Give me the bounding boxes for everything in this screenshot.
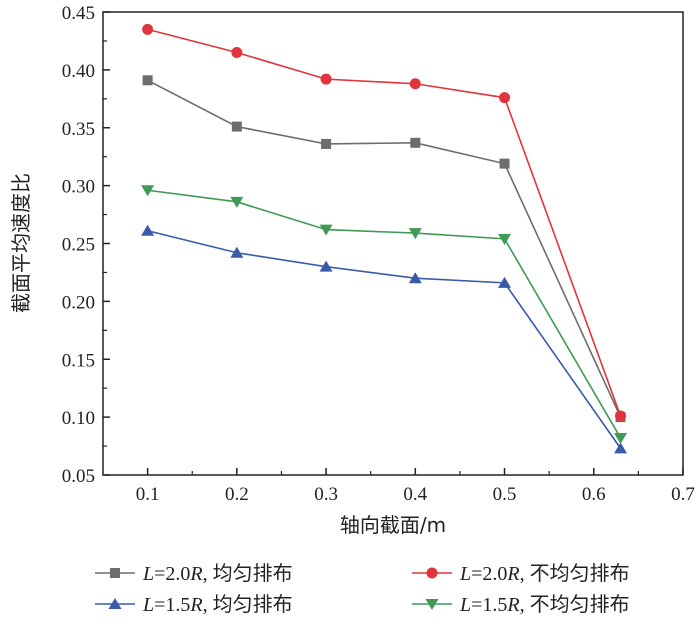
x-tick-label: 0.6 — [582, 484, 606, 505]
series-2 — [141, 224, 628, 454]
data-point — [499, 92, 511, 104]
legend-label-part: , 均匀排布 — [203, 593, 293, 616]
legend-label-part: R — [506, 563, 519, 585]
legend-label-part: R — [189, 594, 202, 616]
legend-label-part: =1.5 — [154, 594, 190, 616]
legend-label-part: R — [506, 594, 519, 616]
data-point — [499, 158, 510, 169]
series-line — [147, 28, 622, 417]
series-1 — [142, 23, 627, 422]
axes: 0.1 0.2 0.3 0.4 0.5 0.6 0.7 0.05 0.10 0.15 0.20 0.2… — [62, 3, 695, 505]
data-point — [410, 137, 421, 148]
y-tick-label: 0.05 — [62, 466, 95, 487]
data-point — [614, 432, 628, 444]
legend-label: L=1.5R, 均匀排布 — [142, 593, 293, 616]
legend-marker — [425, 599, 439, 610]
legend-label-part: L — [142, 563, 154, 585]
legend-marker — [108, 598, 122, 609]
data-point — [141, 224, 155, 236]
y-tick-label: 0.10 — [62, 408, 95, 429]
data-point — [319, 224, 333, 236]
series-line — [147, 189, 622, 439]
legend-item: L=1.5R, 不均匀排布 — [412, 593, 630, 616]
plot-frame — [102, 11, 684, 476]
x-tick-label: 0.4 — [403, 484, 427, 505]
data-point — [615, 410, 627, 422]
legend-label-part: L — [459, 563, 471, 585]
series-group — [141, 23, 628, 454]
data-point — [230, 196, 244, 208]
x-tick-label: 0.1 — [136, 484, 160, 505]
legend-label-part: L — [142, 594, 154, 616]
x-tick-label: 0.2 — [225, 484, 249, 505]
data-point — [498, 276, 512, 288]
x-tick-label: 0.3 — [314, 484, 338, 505]
x-tick-label: 0.7 — [671, 484, 695, 505]
y-tick-label: 0.45 — [62, 3, 95, 24]
legend-label: L=2.0R, 均匀排布 — [142, 562, 293, 585]
legend-label-part: =2.0 — [154, 563, 190, 585]
legend-label-part: R — [189, 563, 202, 585]
y-tick-label: 0.40 — [62, 61, 95, 82]
data-point — [498, 233, 512, 245]
x-tick-label: 0.5 — [493, 484, 517, 505]
data-point — [319, 260, 333, 272]
x-axis-label: 轴向截面/m — [340, 513, 446, 537]
y-axis-label: 截面平均速度比 — [9, 173, 33, 313]
legend-label-part: =2.0 — [471, 563, 507, 585]
data-point — [230, 246, 244, 258]
data-point — [141, 185, 155, 197]
data-point — [320, 73, 332, 85]
legend-item: L=2.0R, 不均匀排布 — [412, 562, 630, 585]
y-tick-label: 0.30 — [62, 177, 95, 198]
data-point — [614, 442, 628, 454]
legend-label-part: , 不均匀排布 — [520, 593, 630, 616]
legend-label-part: L — [459, 594, 471, 616]
legend-label-part: , 不均匀排布 — [520, 562, 630, 585]
series-0 — [142, 75, 626, 423]
data-point — [142, 75, 153, 86]
y-tick-label: 0.35 — [62, 119, 95, 140]
data-point — [321, 138, 332, 149]
legend-marker — [110, 568, 120, 578]
data-point — [408, 228, 422, 240]
legend-label-part: , 均匀排布 — [203, 562, 293, 585]
series-line — [147, 79, 622, 418]
series-line — [147, 229, 622, 449]
legend-marker — [426, 567, 438, 579]
legend-label-part: =1.5 — [471, 594, 507, 616]
data-point — [231, 47, 243, 59]
y-tick-label: 0.25 — [62, 235, 95, 256]
legend-item: L=2.0R, 均匀排布 — [95, 562, 293, 585]
legend-label: L=2.0R, 不均匀排布 — [459, 562, 630, 585]
data-point — [142, 23, 154, 35]
data-point — [409, 78, 421, 90]
data-point — [408, 272, 422, 284]
data-point — [231, 121, 242, 132]
legend-item: L=1.5R, 均匀排布 — [95, 593, 293, 616]
y-tick-label: 0.15 — [62, 350, 95, 371]
series-3 — [141, 185, 628, 444]
y-tick-label: 0.20 — [62, 292, 95, 313]
legend-label: L=1.5R, 不均匀排布 — [459, 593, 630, 616]
